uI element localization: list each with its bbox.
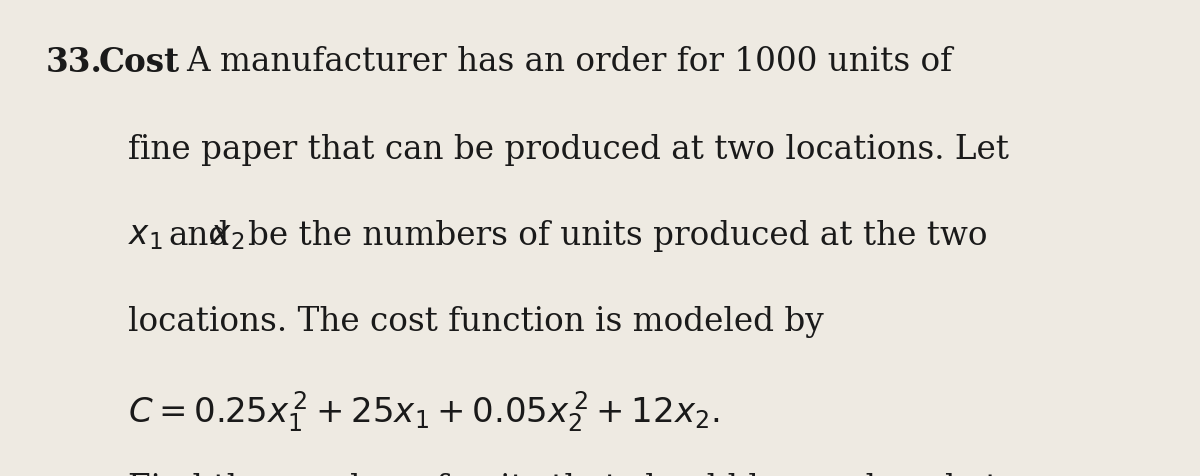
Text: $x_1$: $x_1$: [128, 219, 163, 252]
Text: fine paper that can be produced at two locations. Let: fine paper that can be produced at two l…: [128, 134, 1009, 166]
Text: $C = 0.25x_1^{\,2} + 25x_1 + 0.05x_2^{\,2} + 12x_2.$: $C = 0.25x_1^{\,2} + 25x_1 + 0.05x_2^{\,…: [128, 389, 720, 434]
Text: and: and: [168, 219, 229, 252]
Text: Cost: Cost: [98, 45, 180, 79]
Text: 33.: 33.: [46, 45, 102, 79]
Text: A manufacturer has an order for 1000 units of: A manufacturer has an order for 1000 uni…: [186, 46, 952, 78]
Text: $x_2$: $x_2$: [210, 219, 245, 252]
Text: be the numbers of units produced at the two: be the numbers of units produced at the …: [248, 219, 988, 252]
Text: locations. The cost function is modeled by: locations. The cost function is modeled …: [128, 305, 824, 337]
Text: Find the number of units that should be produced at: Find the number of units that should be …: [128, 472, 998, 476]
